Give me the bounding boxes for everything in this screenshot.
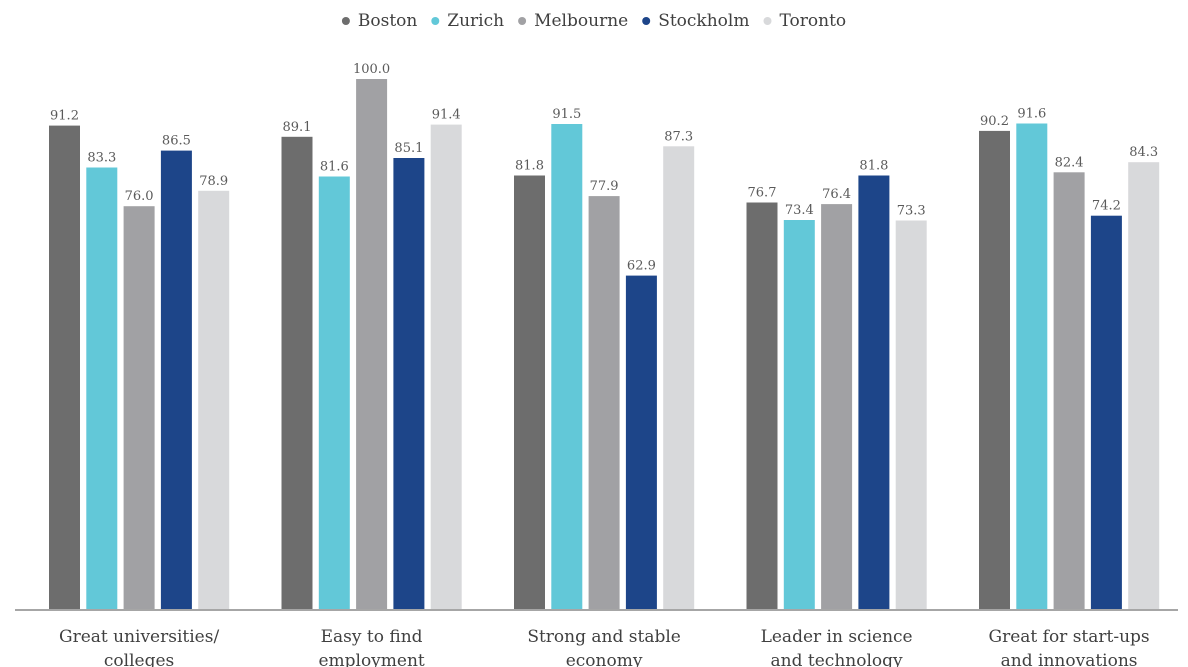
bar-toronto-4 [895,220,927,609]
bar-zurich-1 [86,167,118,609]
value-label-zurich-3: 91.5 [552,107,581,122]
bar-stockholm-4 [858,175,890,609]
value-label-melbourne-4: 76.4 [822,187,851,202]
value-label-boston-3: 81.8 [515,159,544,174]
value-label-boston-4: 76.7 [748,186,777,201]
bar-melbourne-3 [588,196,620,609]
value-label-zurich-5: 91.6 [1017,107,1046,122]
legend-item-zurich: Zurich [431,11,504,31]
bars [49,79,1160,610]
bar-boston-2 [281,136,313,610]
value-label-toronto-2: 91.4 [432,108,461,123]
category-labels: Great universities/colleges Easy to find e… [59,627,1150,667]
bar-zurich-2 [318,176,350,609]
bar-stockholm-5 [1090,215,1122,609]
legend: Boston Zurich Melbourne Stockholm Toronto [341,11,847,31]
bar-melbourne-4 [821,204,853,609]
bar-zurich-4 [783,220,815,609]
value-label-melbourne-3: 77.9 [590,179,619,194]
legend-label-melbourne: Melbourne [534,11,628,31]
bar-toronto-3 [663,146,695,610]
bar-stockholm-1 [160,150,192,609]
value-label-toronto-1: 78.9 [199,174,228,189]
value-label-zurich-2: 81.6 [320,160,349,175]
value-label-boston-1: 91.2 [50,109,79,124]
bar-boston-3 [514,175,545,609]
value-labels: 91.2 89.1 81.8 76.7 90.2 83.3 81.6 91.5 73.4 91.6… [50,62,1158,274]
value-label-stockholm-4: 81.8 [859,159,888,174]
bar-toronto-5 [1128,162,1160,609]
bar-boston-1 [49,125,80,609]
legend-marker-stockholm [642,17,651,25]
category-label-4: Leader in science and technology [761,627,913,667]
value-label-zurich-4: 73.4 [785,203,814,218]
legend-item-stockholm: Stockholm [642,11,749,31]
bar-stockholm-3 [625,275,657,609]
bar-boston-5 [979,130,1010,609]
value-label-stockholm-2: 85.1 [394,141,423,156]
category-label-3: Strong and stable economy [527,627,681,667]
bar-melbourne-2 [356,79,388,609]
value-label-toronto-4: 73.3 [897,204,926,219]
legend-marker-melbourne [518,17,527,25]
value-label-toronto-3: 87.3 [664,129,693,144]
value-label-melbourne-1: 76.0 [125,189,154,204]
legend-marker-boston [341,17,350,25]
value-label-boston-2: 89.1 [283,120,312,135]
value-label-stockholm-3: 62.9 [627,259,656,274]
bar-toronto-1 [198,190,230,610]
category-label-1: Great universities/colleges [59,627,219,667]
legend-item-boston: Boston [341,11,418,31]
bar-stockholm-2 [393,158,425,609]
category-label-2: Easy to find employment [318,627,424,667]
value-label-stockholm-5: 74.2 [1092,199,1121,214]
value-label-zurich-1: 83.3 [87,151,116,166]
category-label-5: Great for start-ups and innovations [989,627,1150,667]
legend-item-melbourne: Melbourne [518,11,628,31]
value-label-toronto-5: 84.3 [1129,145,1158,160]
legend-label-boston: Boston [358,11,418,31]
value-label-melbourne-5: 82.4 [1055,155,1084,170]
legend-label-toronto: Toronto [780,11,847,31]
value-label-stockholm-1: 86.5 [162,134,191,149]
bar-toronto-2 [430,124,462,609]
legend-label-stockholm: Stockholm [658,11,749,31]
legend-label-zurich: Zurich [447,11,504,31]
bar-zurich-3 [551,124,583,609]
bar-zurich-5 [1016,123,1048,609]
value-label-melbourne-2: 100.0 [353,62,390,77]
legend-item-toronto: Toronto [763,11,847,31]
legend-marker-zurich [431,17,440,25]
legend-marker-toronto [763,17,772,25]
bar-boston-4 [746,202,778,609]
bar-melbourne-1 [123,206,155,609]
value-label-boston-5: 90.2 [980,114,1009,129]
bar-melbourne-5 [1053,172,1085,610]
